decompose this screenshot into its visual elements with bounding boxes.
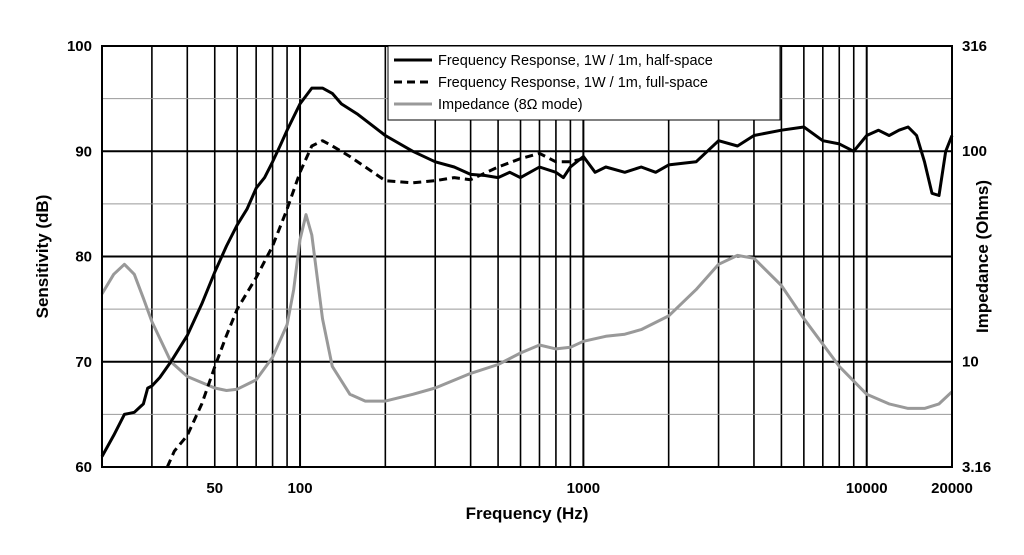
- left-y-tick-label: 60: [75, 459, 92, 476]
- left-y-axis-title: Sensitivity (dB): [33, 195, 52, 319]
- curve-full-space: [165, 139, 584, 468]
- legend-entry-impedance: Impedance (8Ω mode): [438, 97, 583, 113]
- curve-impedance: [100, 213, 954, 410]
- legend: Frequency Response, 1W / 1m, half-space …: [387, 45, 781, 121]
- left-y-tick-label: 90: [75, 143, 92, 160]
- x-tick-label: 100: [288, 480, 313, 497]
- x-tick-label: 1000: [567, 480, 600, 497]
- x-axis-title: Frequency (Hz): [466, 504, 589, 523]
- right-y-tick-label: 316: [962, 38, 987, 55]
- right-y-axis-title: Impedance (Ohms): [973, 180, 992, 333]
- curve-half-space: [100, 86, 954, 458]
- data-curves: [100, 86, 954, 468]
- legend-box: [387, 45, 781, 121]
- grid-lines: [102, 46, 952, 467]
- left-y-tick-label: 80: [75, 249, 92, 266]
- left-y-tick-label: 100: [67, 38, 92, 55]
- right-y-tick-label: 10: [962, 354, 979, 371]
- legend-entry-half-space: Frequency Response, 1W / 1m, half-space: [438, 53, 713, 69]
- x-tick-label: 50: [206, 480, 223, 497]
- tick-labels: 60 70 80 90 100 3.16 10 100 316 50 100 1000 10000 200…: [67, 38, 991, 497]
- legend-entry-full-space: Frequency Response, 1W / 1m, full-space: [438, 75, 708, 91]
- left-y-tick-label: 70: [75, 354, 92, 371]
- x-tick-label: 10000: [846, 480, 888, 497]
- right-y-tick-label: 100: [962, 143, 987, 160]
- right-y-tick-label: 3.16: [962, 459, 991, 476]
- x-tick-label: 20000: [931, 480, 973, 497]
